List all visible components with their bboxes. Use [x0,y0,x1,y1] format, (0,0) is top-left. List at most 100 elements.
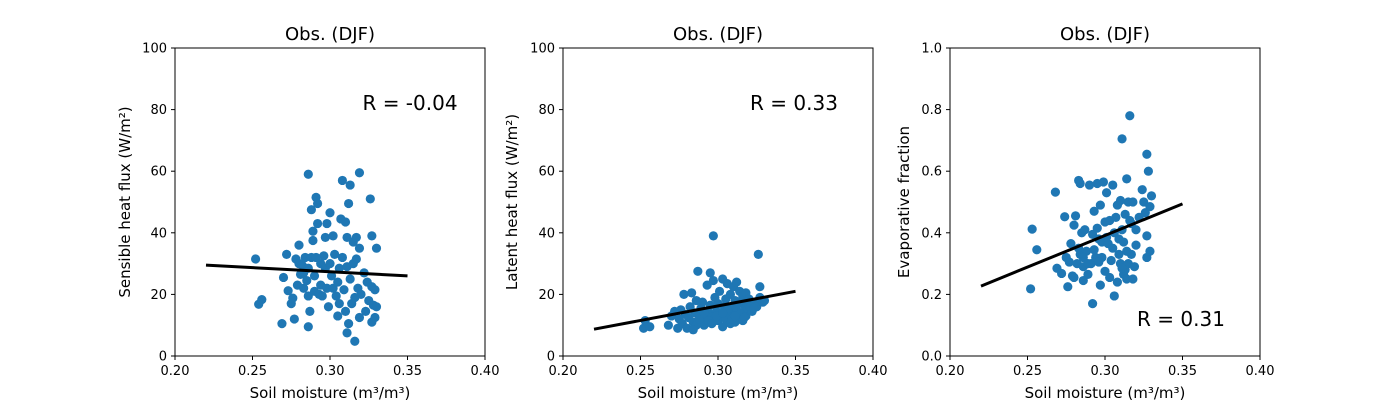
data-point [288,293,298,303]
data-point [1060,212,1070,222]
data-point [687,288,697,298]
data-point [714,286,725,296]
data-point [257,295,267,305]
data-point [697,297,708,307]
regression-line [980,202,1184,288]
y-tick-label: 20 [150,288,167,303]
data-point [1128,274,1138,284]
data-point [1088,299,1098,309]
data-point [351,254,361,264]
data-point [1027,224,1037,234]
y-tick-label: 60 [150,165,167,180]
data-point [340,217,351,227]
data-point [1119,237,1129,247]
data-point [308,226,318,236]
x-axis-label: Soil moisture (m³/m³) [250,384,411,400]
data-point [328,231,338,241]
data-point [345,274,355,284]
data-point [1145,246,1155,256]
data-point [342,328,352,338]
data-point [278,272,289,283]
data-point [1095,280,1105,290]
data-point [371,243,382,253]
data-point [251,254,261,264]
data-point [749,303,759,313]
data-point [688,325,698,335]
data-point [1117,263,1127,273]
data-point [294,240,304,250]
x-tick-label: 0.30 [704,364,733,379]
data-point [1146,191,1157,201]
data-point [326,271,337,281]
data-point [308,235,318,246]
chart-panel-3: Obs. (DJF) 0.20 0.25 0.30 0.35 0.40 0.0 0.2 0.4 0… [895,24,1274,400]
data-point [313,218,323,229]
data-point [1069,220,1079,230]
y-tick-label: 40 [150,226,167,241]
data-point [306,205,316,215]
data-point [1108,243,1118,253]
x-tick-label: 0.30 [1091,364,1120,379]
y-tick-label: 0.4 [921,226,942,241]
data-point [732,277,742,287]
x-tick-label: 0.20 [936,364,965,379]
y-axis-label: Latent heat flux (W/m²) [503,114,521,290]
data-point [289,314,299,324]
y-tick-label: 60 [538,165,555,180]
x-tick-label: 0.40 [1246,364,1275,379]
data-point [320,232,330,243]
y-tick-label: 80 [150,103,167,118]
data-point [1083,259,1093,269]
data-point [323,302,334,312]
data-point [1089,245,1099,255]
data-point [365,194,375,204]
data-point [1122,174,1132,184]
correlation-label: R = -0.04 [362,91,457,115]
data-point [1084,180,1095,190]
data-point [1070,211,1081,221]
data-point [730,311,740,321]
data-point [693,266,703,276]
data-point [1069,272,1079,283]
data-point [1128,197,1138,207]
data-point [755,282,765,292]
data-point [699,308,709,318]
x-axis-label: Soil moisture (m³/m³) [1025,384,1186,400]
data-point [1111,212,1121,222]
data-point [1089,206,1099,216]
data-point [313,198,323,209]
data-point [350,336,360,346]
data-point [1122,246,1132,256]
y-tick-label: 0 [159,350,167,365]
correlation-label: R = 0.33 [750,91,838,115]
data-point [1101,188,1112,198]
data-point [370,285,380,295]
x-axis-label: Soil moisture (m³/m³) [638,384,799,400]
data-point [334,299,344,309]
data-point [1114,249,1124,259]
data-point [708,231,718,241]
data-point [708,275,718,286]
data-point [663,320,674,330]
chart-title: Obs. (DJF) [1060,24,1150,45]
data-point [739,312,749,323]
data-point [1145,202,1155,212]
regression-line [205,263,408,278]
x-tick-label: 0.35 [393,364,422,379]
data-point [718,308,728,318]
data-point [334,263,344,273]
data-point [277,319,287,329]
x-tick-label: 0.35 [781,364,810,379]
x-tick-label: 0.25 [238,364,267,379]
data-point [322,218,332,229]
y-axis-label: Evaporative fraction [895,126,913,278]
data-point [1064,257,1074,267]
y-tick-label: 0.8 [921,103,942,118]
data-point [344,319,354,329]
data-point [319,251,329,261]
data-point [331,291,341,301]
data-point [679,289,689,299]
data-point [299,283,309,293]
data-point [1063,282,1073,292]
data-point [1115,195,1126,206]
